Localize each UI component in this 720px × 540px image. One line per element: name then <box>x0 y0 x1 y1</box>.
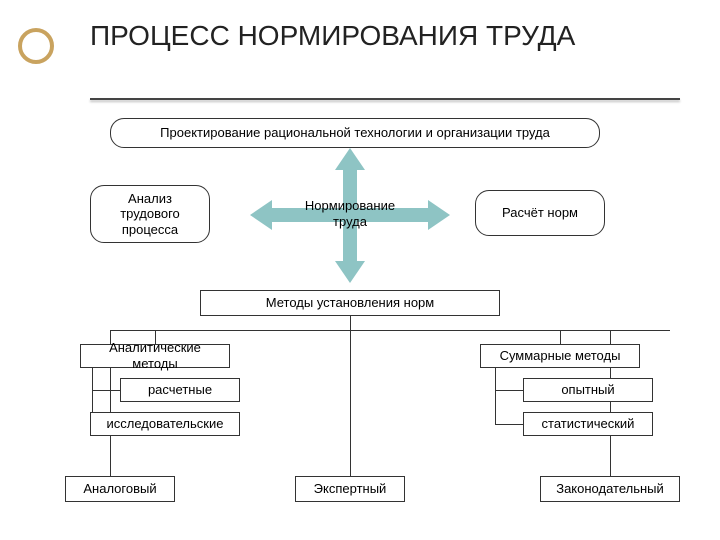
page-title: ПРОЦЕСС НОРМИРОВАНИЯ ТРУДА <box>90 20 575 52</box>
box-calc: Расчёт норм <box>475 190 605 236</box>
box-experimental: опытный <box>523 378 653 402</box>
conn-methods-bar <box>110 330 670 331</box>
conn-sum-h1 <box>495 390 523 391</box>
box-methods-header: Методы установления норм <box>200 290 500 316</box>
conn-sum-h2 <box>495 424 523 425</box>
box-statistical: статистический <box>523 412 653 436</box>
box-analysis: Анализ трудового процесса <box>90 185 210 243</box>
conn-sum-down <box>495 368 496 424</box>
decorative-ring <box>18 28 54 64</box>
box-legislative: Законодательный <box>540 476 680 502</box>
flowchart: Проектирование рациональной технологии и… <box>50 110 690 520</box>
conn-v4 <box>560 330 561 344</box>
box-analytical: Аналитические методы <box>80 344 230 368</box>
box-center: Нормирование труда <box>285 196 415 232</box>
box-calc-methods: расчетные <box>120 378 240 402</box>
conn-methods-down <box>350 316 351 330</box>
conn-v3 <box>350 330 351 476</box>
title-underline <box>90 98 680 100</box>
box-expert: Экспертный <box>295 476 405 502</box>
box-research: исследовательские <box>90 412 240 436</box>
conn-anal-h1 <box>92 390 120 391</box>
box-summary: Суммарные методы <box>480 344 640 368</box>
box-top-design: Проектирование рациональной технологии и… <box>110 118 600 148</box>
box-analog: Аналоговый <box>65 476 175 502</box>
